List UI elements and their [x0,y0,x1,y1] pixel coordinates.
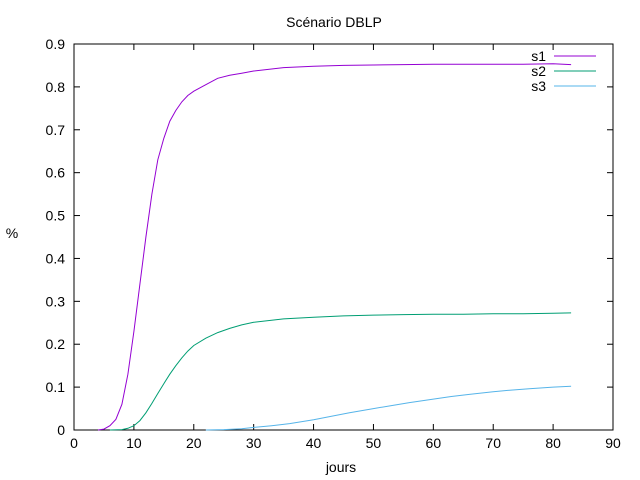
legend-label-s2: s2 [531,63,546,79]
x-tick-label: 30 [246,435,262,451]
legend-label-s3: s3 [531,78,546,94]
x-tick-label: 10 [126,435,142,451]
series-line-s1 [97,63,572,431]
x-axis: 0 10 20 30 40 50 60 70 80 90 [70,44,621,451]
plot-area [73,43,614,431]
y-tick-label: 0.8 [46,79,66,95]
x-tick-label: 20 [186,435,202,451]
y-axis-label: % [6,225,18,241]
y-tick-label: 0.9 [46,36,66,52]
y-axis: 0 0.1 0.2 0.3 0.4 0.5 0.6 0.7 0.8 0.9 [46,36,613,438]
x-tick-label: 40 [306,435,322,451]
x-tick-label: 50 [366,435,382,451]
y-tick-label: 0.5 [46,208,66,224]
y-tick-label: 0 [57,422,65,438]
x-tick-label: 60 [426,435,442,451]
y-tick-label: 0.1 [46,379,66,395]
y-tick-label: 0.4 [46,250,66,266]
chart-title: Scénario DBLP [286,14,382,30]
x-tick-label: 80 [545,435,561,451]
series-lines [97,63,572,431]
plot-border [73,43,614,431]
legend-label-s1: s1 [531,48,546,64]
x-axis-label: jours [325,459,356,475]
y-tick-label: 0.6 [46,165,66,181]
y-tick-label: 0.7 [46,122,66,138]
y-tick-label: 0.3 [46,293,66,309]
x-tick-label: 0 [70,435,78,451]
series-line-s3 [205,385,572,431]
x-tick-label: 70 [485,435,501,451]
x-tick-label: 90 [605,435,621,451]
y-tick-label: 0.2 [46,336,66,352]
series-line-s2 [109,312,572,431]
